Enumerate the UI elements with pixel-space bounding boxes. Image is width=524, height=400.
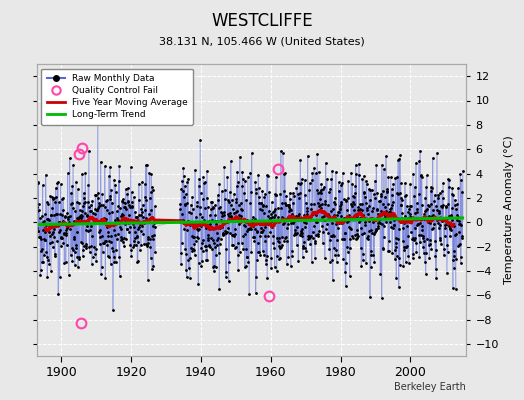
Text: WESTCLIFFE: WESTCLIFFE [211, 12, 313, 30]
Text: Berkeley Earth: Berkeley Earth [395, 382, 466, 392]
Y-axis label: Temperature Anomaly (°C): Temperature Anomaly (°C) [504, 136, 515, 284]
Text: 38.131 N, 105.466 W (United States): 38.131 N, 105.466 W (United States) [159, 36, 365, 46]
Legend: Raw Monthly Data, Quality Control Fail, Five Year Moving Average, Long-Term Tren: Raw Monthly Data, Quality Control Fail, … [41, 68, 193, 125]
